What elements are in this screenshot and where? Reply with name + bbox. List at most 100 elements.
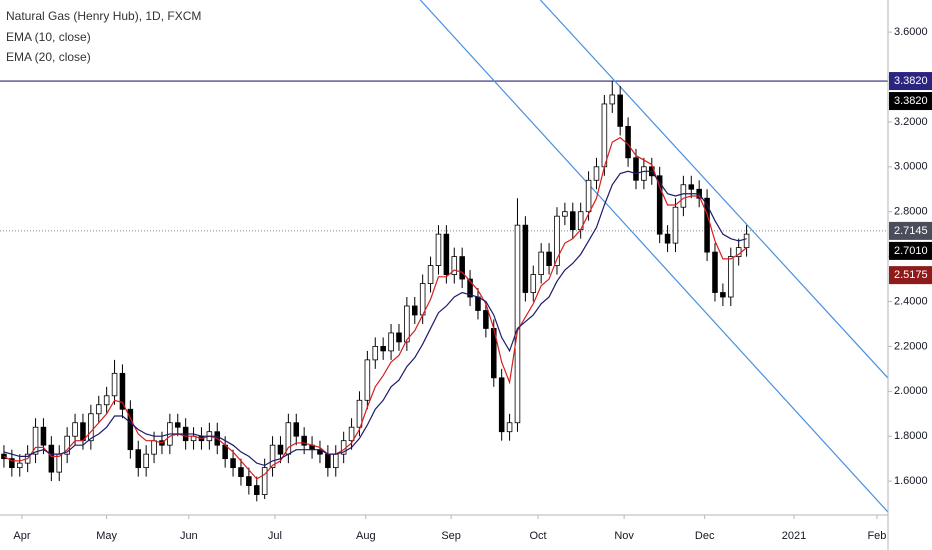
candle-body — [127, 408, 134, 451]
candle-body — [151, 440, 157, 455]
candle-body — [672, 206, 679, 244]
candle-body — [617, 94, 623, 127]
candle-body — [40, 426, 47, 446]
candle-body — [459, 256, 465, 280]
candle-body — [364, 359, 371, 401]
candle-body — [332, 453, 339, 469]
y-tick-label: 2.0000 — [894, 385, 928, 397]
candle-body — [238, 467, 244, 478]
candle-body — [261, 467, 268, 495]
candle-body — [554, 215, 560, 266]
y-tick-label: 3.6000 — [894, 26, 928, 38]
candle-body — [143, 453, 149, 469]
candle-body — [546, 251, 552, 266]
candle-body — [514, 224, 521, 424]
candle-body — [625, 125, 631, 159]
candle-body — [443, 233, 450, 275]
candle-body — [680, 184, 687, 208]
candle-body — [419, 283, 426, 316]
x-tick-label: Nov — [614, 530, 634, 542]
x-tick-label: Sep — [441, 530, 461, 542]
candle-body — [269, 444, 276, 469]
candle-body — [570, 211, 576, 231]
candle-body — [380, 346, 386, 352]
y-tick-label: 2.4000 — [894, 295, 928, 307]
x-tick-label: Dec — [695, 530, 715, 542]
candle-body — [427, 265, 434, 284]
candle-body — [64, 435, 70, 455]
price-label: 3.3820 — [894, 75, 928, 87]
candle-body — [498, 377, 505, 433]
candle-body — [388, 332, 394, 352]
y-tick-label: 3.2000 — [894, 116, 928, 128]
price-label-box — [889, 92, 932, 111]
candle-body — [103, 395, 110, 406]
x-tick-label: Jun — [180, 530, 198, 542]
candle-body — [411, 305, 418, 316]
candle-body — [301, 435, 307, 446]
y-tick-label: 1.8000 — [894, 430, 928, 442]
candle-body — [593, 166, 600, 181]
candle-body — [325, 453, 331, 469]
y-tick-label: 3.0000 — [894, 161, 928, 173]
legend-entry: EMA (10, close) — [6, 30, 91, 44]
y-tick-label: 2.2000 — [894, 340, 928, 352]
candle-body — [633, 157, 639, 181]
price-label-box — [889, 221, 932, 240]
candle-body — [712, 251, 718, 293]
candle-body — [246, 476, 252, 486]
candle-body — [704, 197, 710, 253]
ema-line — [3, 170, 747, 467]
candle-body — [95, 404, 102, 415]
candle-body — [562, 211, 568, 217]
legend-entry: EMA (20, close) — [6, 50, 91, 64]
x-tick-label: Apr — [13, 530, 30, 542]
candle-body — [656, 175, 663, 235]
trend-line — [539, 0, 888, 379]
candle-body — [230, 458, 236, 469]
chart-title: Natural Gas (Henry Hub), 1D, FXCM — [6, 9, 201, 23]
candle-body — [72, 422, 78, 437]
price-label: 2.7010 — [894, 245, 928, 257]
y-tick-label: 2.8000 — [894, 206, 928, 218]
price-label: 2.5175 — [894, 269, 928, 281]
candle-body — [372, 346, 379, 361]
y-tick-label: 1.6000 — [894, 475, 928, 487]
ema-line — [3, 136, 747, 480]
candle-body — [119, 372, 126, 410]
candle-body — [585, 179, 592, 213]
candle-body — [1, 453, 7, 460]
candle-body — [530, 274, 537, 293]
candle-body — [348, 426, 355, 442]
candle-body — [720, 292, 726, 298]
candle-body — [293, 422, 300, 437]
candle-body — [506, 422, 513, 433]
price-label-box — [889, 241, 932, 260]
candle-body — [522, 224, 529, 293]
candle-body — [404, 305, 410, 343]
candle-body — [483, 310, 489, 329]
candle-body — [664, 233, 671, 244]
candle-body — [451, 256, 458, 275]
candle-body — [88, 413, 94, 442]
candle-body — [135, 449, 142, 469]
plot-area — [0, 0, 888, 513]
x-tick-label: Feb — [867, 530, 886, 542]
x-tick-label: 2021 — [782, 530, 806, 542]
candle-body — [435, 233, 442, 266]
candle-body — [743, 233, 750, 249]
candle-body — [475, 296, 481, 311]
candle-body — [48, 444, 55, 473]
price-label: 3.3820 — [894, 95, 928, 107]
candle-body — [356, 399, 363, 428]
price-label-box — [889, 266, 932, 285]
candle-body — [253, 485, 260, 495]
candle-body — [467, 278, 473, 298]
candle-body — [111, 372, 118, 397]
candle-body — [641, 166, 647, 181]
x-tick-label: May — [96, 530, 117, 542]
candle-body — [32, 426, 39, 455]
candle-body — [688, 184, 695, 190]
